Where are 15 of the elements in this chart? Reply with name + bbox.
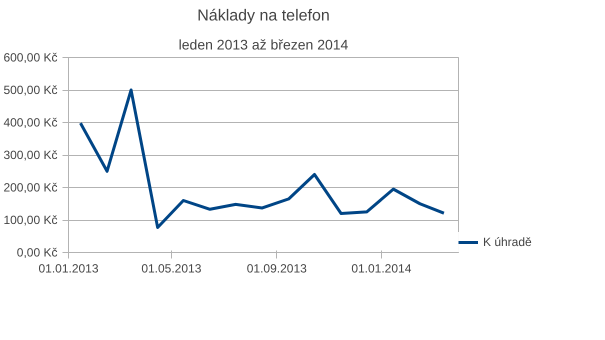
x-tick-label: 01.05.2013	[141, 262, 202, 276]
y-tick-label: 100,00 Kč	[3, 213, 58, 227]
x-tick-label: 01.01.2014	[351, 262, 412, 276]
chart-subtitle: leden 2013 až březen 2014	[178, 36, 349, 52]
y-tick-label: 0,00 Kč	[16, 246, 58, 260]
y-tick-label: 300,00 Kč	[3, 148, 58, 162]
chart-title: Náklady na telefon	[197, 8, 330, 24]
legend-label: K úhradě	[483, 235, 532, 249]
y-tick-label: 200,00 Kč	[3, 180, 58, 194]
y-tick-label: 600,00 Kč	[3, 50, 58, 64]
x-tick-label: 01.09.2013	[246, 262, 308, 276]
y-tick-label: 500,00 Kč	[3, 83, 58, 97]
line-series	[79, 88, 446, 229]
x-tick-label: 01.01.2013	[38, 262, 99, 276]
y-tick-label: 400,00 Kč	[3, 116, 58, 130]
